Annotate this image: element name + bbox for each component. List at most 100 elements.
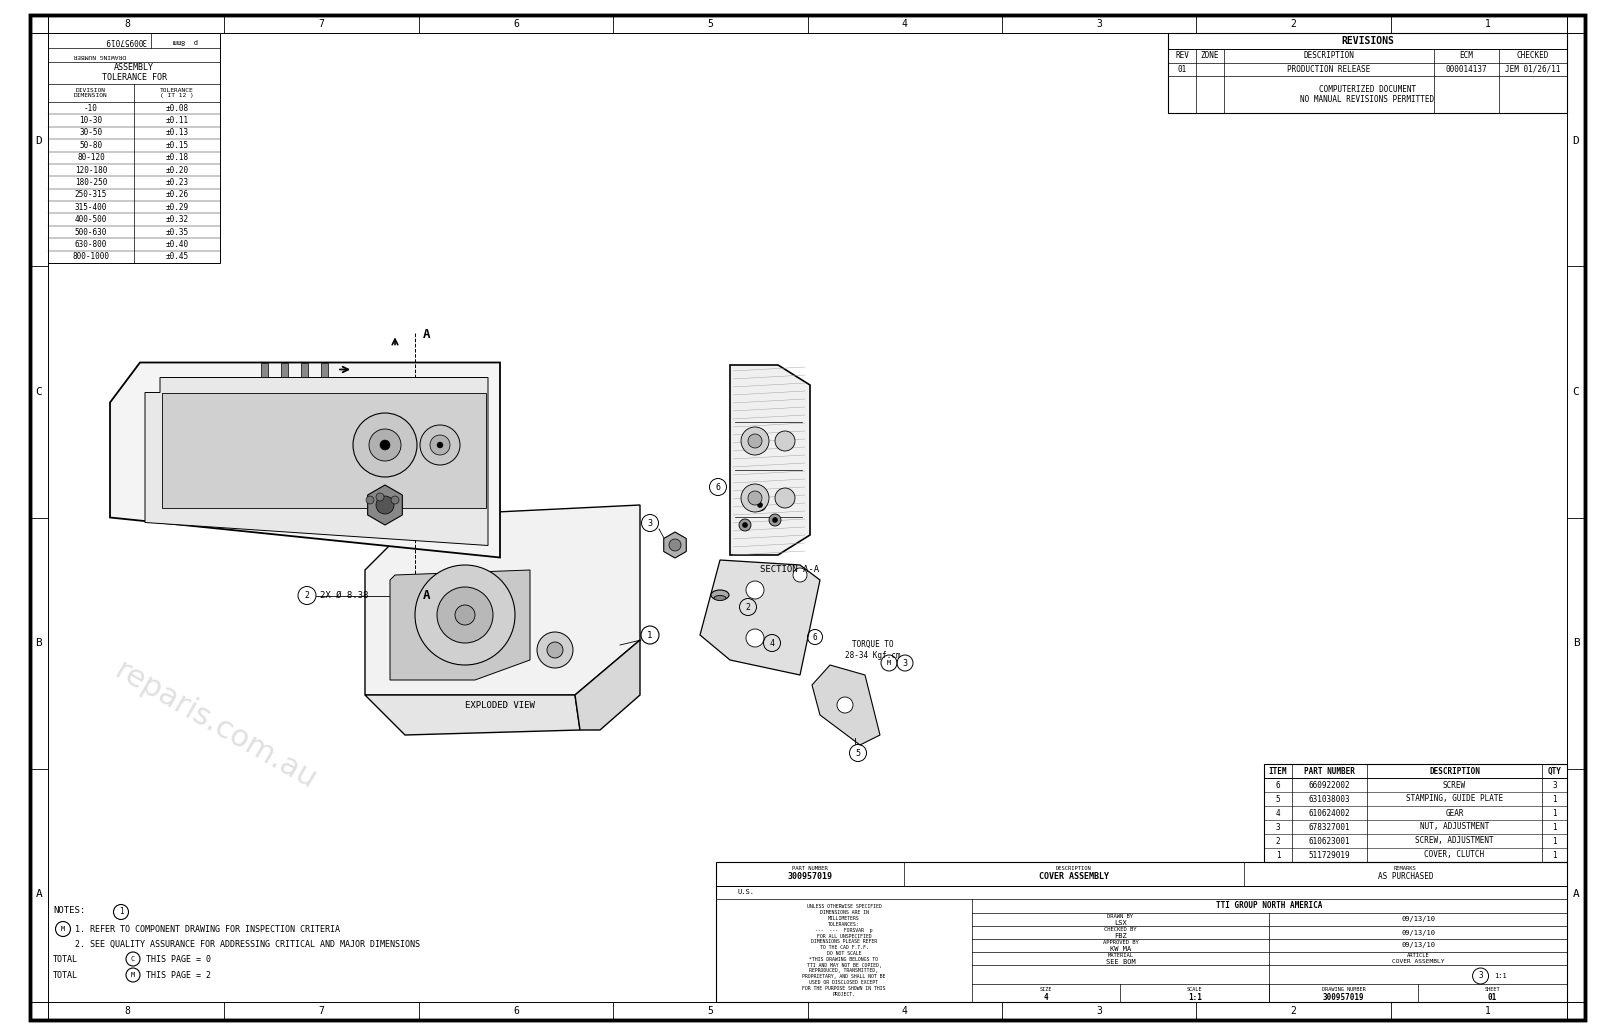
Text: 3: 3 — [1552, 780, 1557, 790]
Text: 1: 1 — [1552, 851, 1557, 859]
Circle shape — [454, 605, 475, 625]
Text: 1: 1 — [1552, 836, 1557, 846]
Bar — [322, 362, 328, 377]
Text: 2: 2 — [1291, 19, 1296, 29]
Text: 30-50: 30-50 — [80, 128, 102, 138]
Text: 5: 5 — [856, 748, 861, 758]
Bar — [717, 862, 1566, 1002]
Circle shape — [774, 431, 795, 451]
Circle shape — [366, 496, 374, 504]
Text: CHECKED BY: CHECKED BY — [1104, 927, 1136, 933]
Text: ±0.35: ±0.35 — [165, 228, 189, 237]
Text: FBZ: FBZ — [1114, 933, 1126, 939]
Text: 1: 1 — [1485, 1006, 1491, 1016]
Text: 50-80: 50-80 — [80, 141, 102, 150]
Text: ±0.11: ±0.11 — [165, 116, 189, 125]
Text: M: M — [61, 926, 66, 932]
Text: 6: 6 — [514, 19, 518, 29]
Circle shape — [669, 539, 682, 551]
Text: ZONE: ZONE — [1200, 52, 1219, 60]
Text: ±0.40: ±0.40 — [165, 240, 189, 249]
Ellipse shape — [714, 595, 726, 600]
Text: DESCRIPTION: DESCRIPTION — [1429, 767, 1480, 775]
Text: M: M — [131, 972, 134, 978]
Circle shape — [746, 629, 765, 647]
Text: C: C — [1573, 387, 1579, 396]
Text: PRODUCTION RELEASE: PRODUCTION RELEASE — [1288, 65, 1371, 73]
Text: DRAWN BY: DRAWN BY — [1107, 914, 1133, 919]
Text: 09/13/10: 09/13/10 — [1402, 917, 1435, 922]
Text: SCREW, ADJUSTMENT: SCREW, ADJUSTMENT — [1414, 836, 1494, 846]
Text: TOTAL: TOTAL — [53, 954, 78, 964]
Circle shape — [547, 642, 563, 658]
Text: ±0.18: ±0.18 — [165, 153, 189, 162]
Text: 10-30: 10-30 — [80, 116, 102, 125]
Text: 3: 3 — [1096, 19, 1102, 29]
Circle shape — [773, 518, 778, 523]
Text: ±0.13: ±0.13 — [165, 128, 189, 138]
Text: THIS PAGE = 2: THIS PAGE = 2 — [146, 971, 211, 979]
Bar — [282, 362, 288, 377]
Text: A: A — [35, 889, 42, 899]
Text: GEAR: GEAR — [1445, 808, 1464, 818]
Text: 511729019: 511729019 — [1309, 851, 1350, 859]
Circle shape — [837, 697, 853, 713]
Text: 2: 2 — [746, 602, 750, 612]
Text: 1: 1 — [118, 908, 123, 917]
Circle shape — [437, 442, 443, 448]
Polygon shape — [365, 694, 579, 735]
Text: DRAWING NUMBER: DRAWING NUMBER — [1322, 987, 1365, 992]
Text: D: D — [35, 136, 42, 146]
Text: -10: -10 — [85, 104, 98, 113]
Text: SCALE: SCALE — [1187, 987, 1203, 992]
Text: B: B — [1573, 639, 1579, 648]
Polygon shape — [813, 666, 880, 745]
Text: 1: 1 — [1275, 851, 1280, 859]
Polygon shape — [110, 362, 499, 558]
Polygon shape — [574, 640, 640, 730]
Text: 500-630: 500-630 — [75, 228, 107, 237]
Text: 610623001: 610623001 — [1309, 836, 1350, 846]
Text: 5: 5 — [707, 1006, 714, 1016]
Text: 4: 4 — [1043, 993, 1048, 1002]
Text: reparis.com.au: reparis.com.au — [109, 655, 322, 795]
Circle shape — [390, 496, 398, 504]
Text: ±0.45: ±0.45 — [165, 253, 189, 261]
Circle shape — [749, 434, 762, 448]
Text: MATERIAL: MATERIAL — [1107, 953, 1133, 958]
Text: 1. REFER TO COMPONENT DRAWING FOR INSPECTION CRITERIA: 1. REFER TO COMPONENT DRAWING FOR INSPEC… — [75, 924, 339, 934]
Circle shape — [538, 632, 573, 668]
Text: 2. SEE QUALITY ASSURANCE FOR ADDRESSING CRITICAL AND MAJOR DIMENSIONS: 2. SEE QUALITY ASSURANCE FOR ADDRESSING … — [75, 940, 419, 948]
Text: ARTICLE: ARTICLE — [1406, 953, 1429, 958]
Text: 09/13/10: 09/13/10 — [1402, 929, 1435, 936]
Text: 2: 2 — [1291, 1006, 1296, 1016]
Text: C: C — [35, 387, 42, 396]
Text: TOLERANCE FOR: TOLERANCE FOR — [101, 72, 166, 82]
Text: ±0.26: ±0.26 — [165, 190, 189, 200]
Text: SIZE: SIZE — [1040, 987, 1053, 992]
Text: 7: 7 — [318, 1006, 325, 1016]
Text: PART NUMBER: PART NUMBER — [792, 866, 827, 871]
Text: NOTES:: NOTES: — [53, 906, 85, 915]
Circle shape — [794, 568, 806, 582]
Text: AS PURCHASED: AS PURCHASED — [1378, 873, 1434, 882]
Text: PART NUMBER: PART NUMBER — [1304, 767, 1355, 775]
Text: SECTION A-A: SECTION A-A — [760, 565, 819, 574]
Text: TORQUE TO
28-34 Kgf.cm: TORQUE TO 28-34 Kgf.cm — [845, 641, 901, 659]
Bar — [261, 362, 269, 377]
Text: 6: 6 — [813, 632, 818, 642]
Text: ±0.23: ±0.23 — [165, 178, 189, 187]
Text: QTY: QTY — [1547, 767, 1562, 775]
Text: 800-1000: 800-1000 — [72, 253, 109, 261]
Text: DIVISION
DIMENSION: DIVISION DIMENSION — [74, 88, 107, 98]
Text: ±0.32: ±0.32 — [165, 215, 189, 225]
Text: 630-800: 630-800 — [75, 240, 107, 249]
Text: CHECKED: CHECKED — [1517, 52, 1549, 60]
Text: TOLERANCE
( IT 12 ): TOLERANCE ( IT 12 ) — [160, 88, 194, 98]
Text: 2X Ø 8.38: 2X Ø 8.38 — [320, 591, 368, 600]
Polygon shape — [146, 378, 488, 545]
Text: JEM 01/26/11: JEM 01/26/11 — [1506, 65, 1560, 73]
Circle shape — [749, 491, 762, 505]
Text: 400-500: 400-500 — [75, 215, 107, 225]
Text: 120-180: 120-180 — [75, 166, 107, 175]
